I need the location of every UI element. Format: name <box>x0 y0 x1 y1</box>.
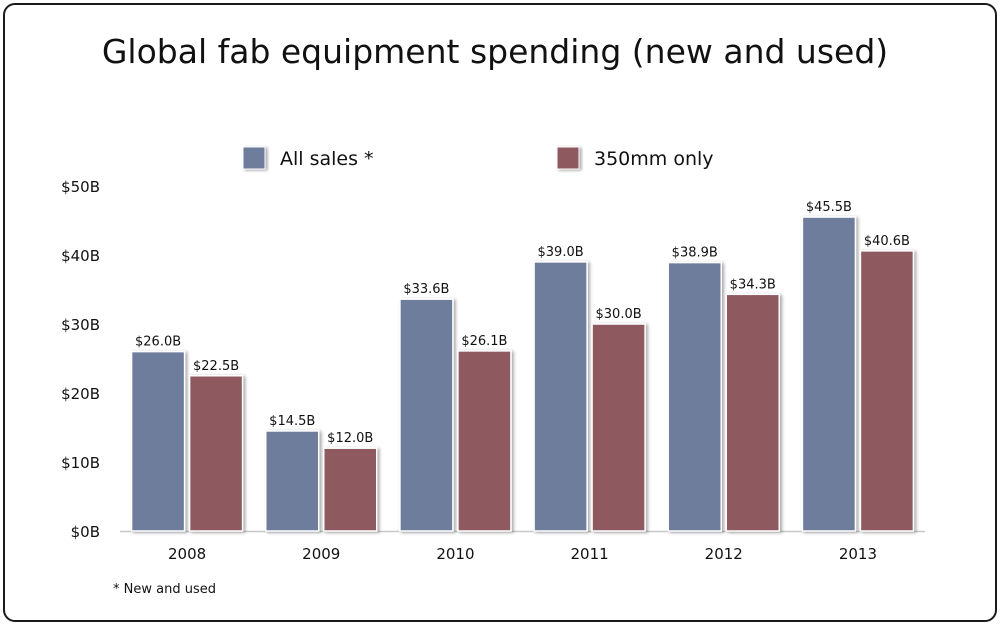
legend-swatch <box>242 146 266 170</box>
x-tick-label: 2013 <box>839 545 877 563</box>
y-tick-label: $10B <box>61 454 100 472</box>
data-label: $45.5B <box>806 200 852 215</box>
data-label: $14.5B <box>269 414 315 429</box>
y-tick-label: $20B <box>61 385 100 403</box>
bar-all-sales-2010 <box>399 298 454 532</box>
bar-all-sales-2008 <box>130 350 186 532</box>
legend-label: All sales * <box>280 148 374 170</box>
data-label: $22.5B <box>193 359 239 374</box>
footnote: * New and used <box>113 582 216 597</box>
data-label: $34.3B <box>730 277 776 292</box>
data-label: $26.1B <box>461 334 507 349</box>
bar-350mm-2012 <box>725 293 780 532</box>
y-tick-label: $40B <box>61 247 100 265</box>
legend-swatch <box>556 146 580 170</box>
x-tick-label: 2012 <box>705 545 743 563</box>
legend-label: 350mm only <box>594 148 714 170</box>
data-label: $33.6B <box>403 282 449 297</box>
y-tick-label: $0B <box>71 523 100 541</box>
chart-title: Global fab equipment spending (new and u… <box>101 32 889 71</box>
x-tick-label: 2010 <box>436 545 474 563</box>
data-label: $40.6B <box>864 234 910 249</box>
bar-350mm-2011 <box>591 323 646 532</box>
x-tick-label: 2009 <box>302 545 340 563</box>
data-label: $38.9B <box>672 246 718 261</box>
bars: $26.0B $22.5B 2008 $14.5B $12.0B 2009 $33.6B $2… <box>130 200 915 563</box>
data-label: $30.0B <box>596 307 642 322</box>
y-tick-label: $50B <box>61 178 100 196</box>
bar-350mm-2009 <box>323 447 378 532</box>
bar-all-sales-2011 <box>533 261 588 532</box>
bar-all-sales-2012 <box>667 261 722 532</box>
legend: All sales * 350mm only <box>242 146 714 170</box>
data-label: $26.0B <box>135 335 181 350</box>
x-tick-label: 2011 <box>570 545 608 563</box>
bar-350mm-2010 <box>457 350 512 532</box>
bar-all-sales-2009 <box>265 430 320 532</box>
y-axis: $0B $10B $20B $30B $40B $50B <box>61 178 925 541</box>
bar-350mm-2013 <box>859 250 915 532</box>
data-label: $12.0B <box>327 431 373 446</box>
bar-all-sales-2013 <box>801 216 857 532</box>
bar-350mm-2008 <box>188 375 244 532</box>
x-tick-label: 2008 <box>168 545 206 563</box>
data-label: $39.0B <box>538 245 584 260</box>
y-tick-label: $30B <box>61 316 100 334</box>
